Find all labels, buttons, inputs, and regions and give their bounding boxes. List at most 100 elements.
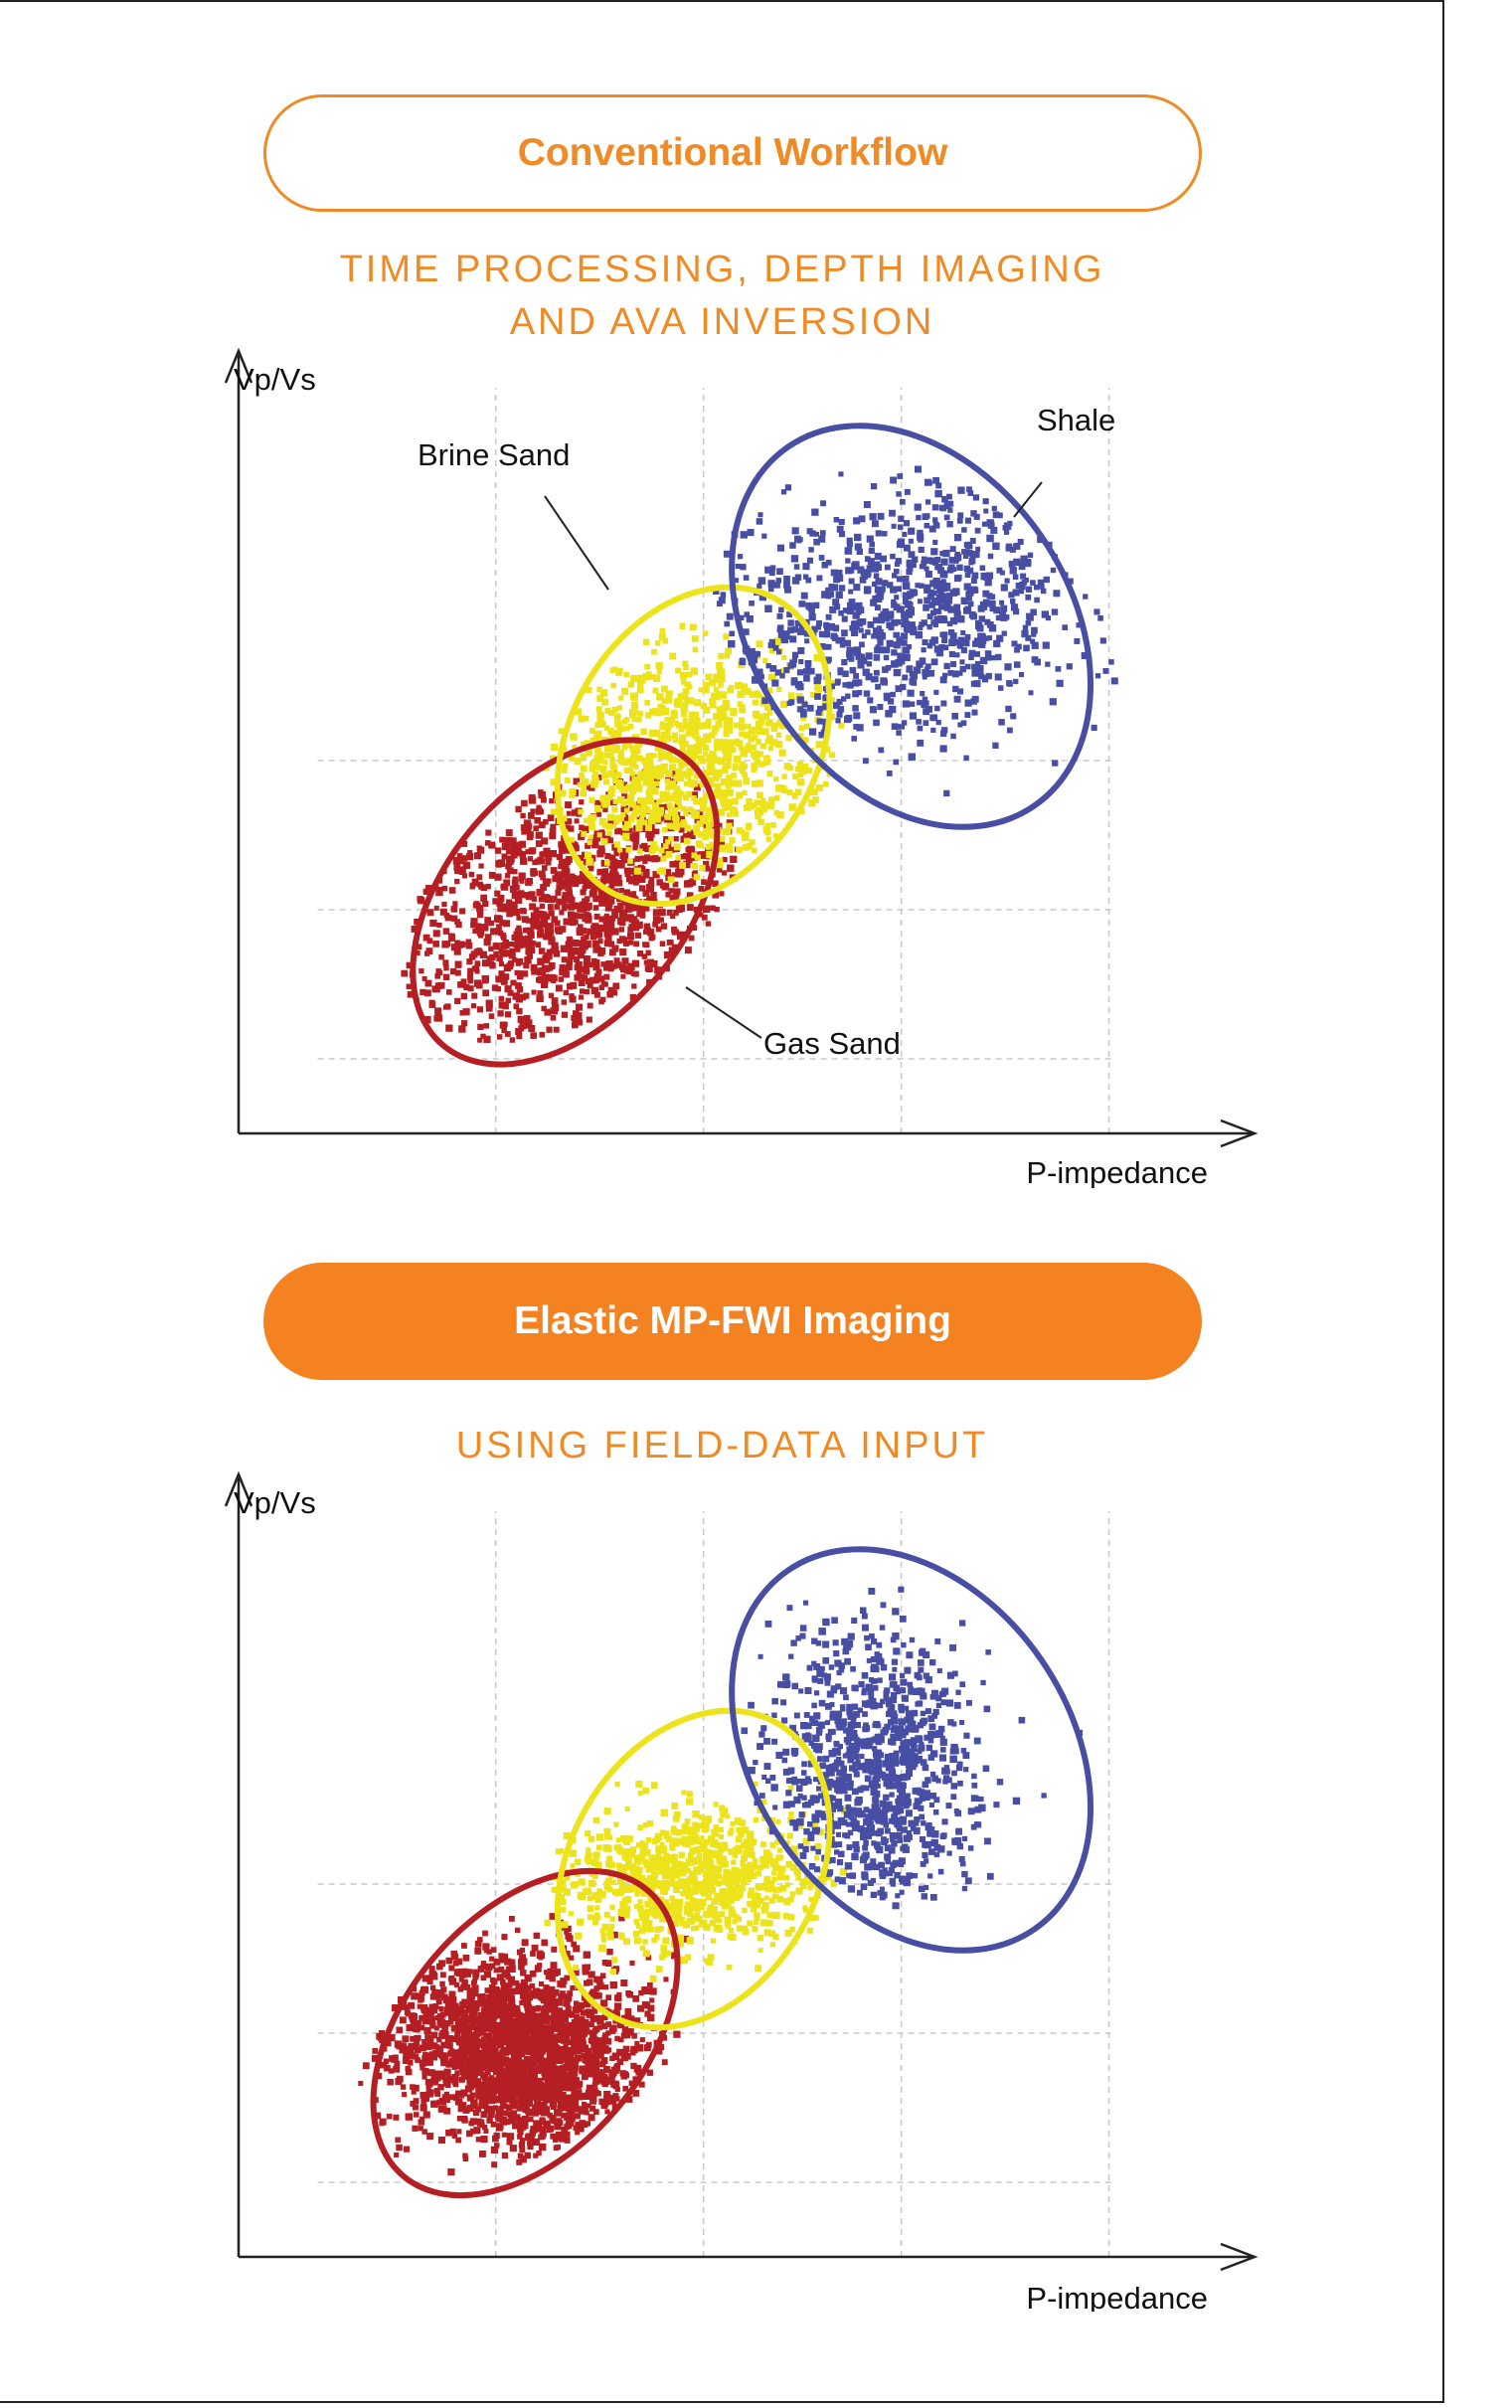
- data-point: [512, 909, 519, 916]
- data-point: [701, 879, 707, 885]
- data-point: [995, 653, 1002, 661]
- data-point: [702, 827, 709, 834]
- data-point: [758, 761, 765, 768]
- data-point: [822, 703, 829, 710]
- data-point: [765, 663, 771, 669]
- data-point: [422, 2052, 428, 2058]
- data-point: [754, 759, 760, 766]
- data-point: [970, 612, 977, 620]
- data-point: [581, 974, 588, 981]
- data-point: [818, 630, 826, 638]
- data-point: [429, 919, 437, 928]
- data-point: [606, 1949, 613, 1956]
- data-point: [612, 2093, 619, 2100]
- data-point: [940, 593, 947, 600]
- data-point: [771, 679, 779, 687]
- data-point: [1093, 608, 1100, 615]
- data-point: [964, 605, 972, 613]
- data-point: [659, 627, 666, 634]
- data-point: [956, 643, 962, 649]
- data-point: [627, 793, 633, 799]
- data-point: [488, 2038, 496, 2045]
- data-point: [588, 766, 595, 773]
- data-point: [1010, 603, 1019, 611]
- data-point: [602, 2032, 609, 2039]
- data-point: [815, 709, 822, 716]
- data-point: [557, 2105, 564, 2113]
- data-point: [574, 2057, 580, 2063]
- data-point: [1110, 677, 1118, 685]
- data-point: [594, 805, 601, 812]
- data-point: [502, 2110, 509, 2117]
- data-point: [791, 527, 799, 535]
- data-point: [541, 919, 548, 927]
- data-point: [573, 2071, 579, 2077]
- data-point: [525, 2098, 532, 2105]
- data-point: [807, 603, 815, 611]
- data-point: [534, 817, 541, 824]
- data-point: [689, 623, 697, 631]
- data-point: [656, 809, 664, 817]
- data-point: [953, 558, 959, 564]
- data-point: [420, 2104, 427, 2112]
- data-point: [407, 2060, 414, 2066]
- data-point: [829, 752, 835, 759]
- data-point: [549, 1913, 557, 1920]
- data-point: [543, 2109, 551, 2116]
- data-point: [430, 2031, 438, 2039]
- data-point: [509, 2100, 516, 2107]
- data-point: [842, 682, 848, 688]
- data-point: [621, 719, 628, 725]
- data-point: [932, 517, 938, 523]
- data-point: [535, 2125, 543, 2133]
- data-point: [943, 789, 950, 797]
- data-point: [566, 818, 573, 825]
- data-point: [592, 925, 599, 932]
- data-point: [763, 755, 770, 763]
- data-point: [1034, 597, 1040, 603]
- data-point: [749, 839, 756, 846]
- data-point: [779, 700, 788, 709]
- data-point: [705, 806, 713, 814]
- data-point: [697, 831, 705, 838]
- data-point: [700, 738, 707, 745]
- data-point: [473, 2127, 481, 2135]
- data-point: [902, 674, 909, 681]
- data-point: [533, 825, 540, 831]
- data-point: [566, 1995, 573, 2002]
- data-point: [877, 512, 885, 520]
- data-point: [769, 665, 777, 672]
- data-point: [488, 1983, 496, 1991]
- data-point: [636, 950, 643, 957]
- data-point: [589, 813, 597, 821]
- data-point: [633, 867, 641, 875]
- data-point: [931, 504, 939, 511]
- data-point: [505, 1011, 512, 1018]
- data-point: [616, 705, 623, 711]
- data-point: [632, 838, 639, 845]
- data-point: [614, 720, 622, 728]
- data-point: [831, 584, 839, 592]
- data-point: [423, 1016, 431, 1024]
- data-point: [568, 904, 576, 911]
- data-point: [618, 862, 625, 869]
- data-point: [452, 2081, 459, 2088]
- data-point: [679, 747, 686, 754]
- data-point: [449, 1991, 456, 1998]
- data-point: [566, 2023, 572, 2029]
- data-point: [1108, 659, 1114, 665]
- data-point: [953, 575, 961, 583]
- data-point: [563, 918, 571, 926]
- data-point: [613, 888, 619, 894]
- data-point: [469, 2085, 475, 2091]
- data-point: [548, 938, 556, 946]
- data-point: [558, 2025, 565, 2033]
- data-point: [940, 615, 947, 621]
- data-point: [643, 906, 650, 912]
- data-point: [1005, 705, 1012, 713]
- data-point: [574, 2013, 581, 2020]
- ellipse-shale: [729, 423, 1094, 830]
- data-point: [583, 966, 589, 973]
- data-point: [839, 636, 846, 643]
- data-point: [393, 2065, 401, 2073]
